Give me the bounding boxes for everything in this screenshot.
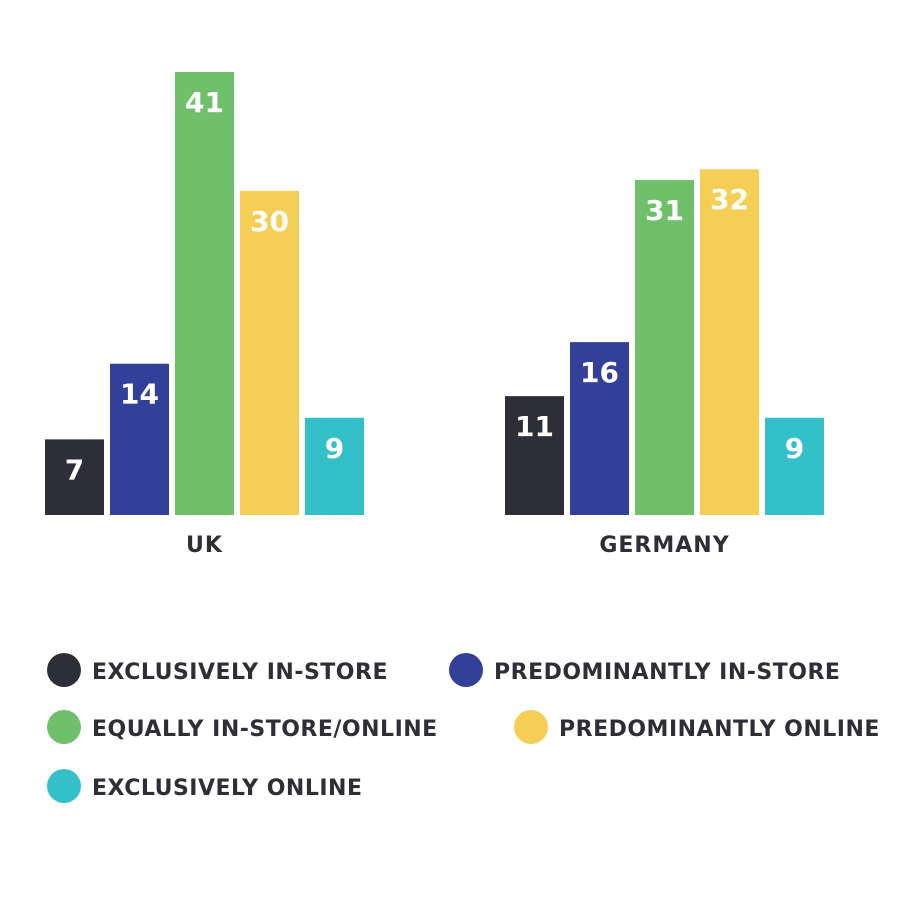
- data-label: 11: [515, 410, 554, 443]
- legend-swatch: [47, 653, 81, 687]
- bar-uk-predominantly-online: [240, 190, 299, 516]
- bars-layer: 7 14 41 30 9 11 16 31 32 9: [45, 72, 824, 516]
- bar-uk-exclusively-online: [305, 417, 364, 515]
- data-label: 30: [250, 205, 289, 238]
- legend-label: EQUALLY IN-STORE/ONLINE: [92, 717, 438, 742]
- data-label: 16: [580, 356, 619, 389]
- category-label-uk: UK: [186, 533, 223, 558]
- legend-label: PREDOMINANTLY ONLINE: [559, 717, 880, 742]
- category-label-germany: GERMANY: [599, 533, 729, 558]
- bar-uk-exclusively-in-store: [45, 439, 104, 515]
- bar-germany-predominantly-online: [700, 169, 759, 515]
- data-label: 32: [710, 183, 749, 216]
- data-label: 31: [645, 194, 684, 227]
- bar-germany-exclusively-in-store: [505, 396, 564, 515]
- bar-germany-exclusively-online: [765, 417, 824, 515]
- legend-label: EXCLUSIVELY ONLINE: [92, 776, 362, 801]
- bar-germany-equally-in-store-online: [635, 180, 694, 516]
- bar-uk-predominantly-in-store: [110, 363, 169, 515]
- legend-swatch: [47, 710, 81, 744]
- data-label: 14: [120, 378, 159, 411]
- data-label: 41: [185, 86, 224, 119]
- legend-swatch: [47, 769, 81, 803]
- bar-uk-equally-in-store-online: [175, 72, 234, 515]
- data-label: 9: [785, 432, 804, 465]
- legend-swatch: [514, 710, 548, 744]
- legend-swatch: [449, 653, 483, 687]
- legend-label: PREDOMINANTLY IN-STORE: [494, 660, 840, 685]
- legend-label: EXCLUSIVELY IN-STORE: [92, 660, 388, 685]
- category-labels: UK GERMANY: [186, 533, 729, 558]
- data-label: 9: [325, 432, 344, 465]
- data-label: 7: [65, 453, 84, 486]
- legend: EXCLUSIVELY IN-STORE PREDOMINANTLY IN-STO…: [47, 653, 880, 803]
- bar-germany-predominantly-in-store: [570, 342, 629, 515]
